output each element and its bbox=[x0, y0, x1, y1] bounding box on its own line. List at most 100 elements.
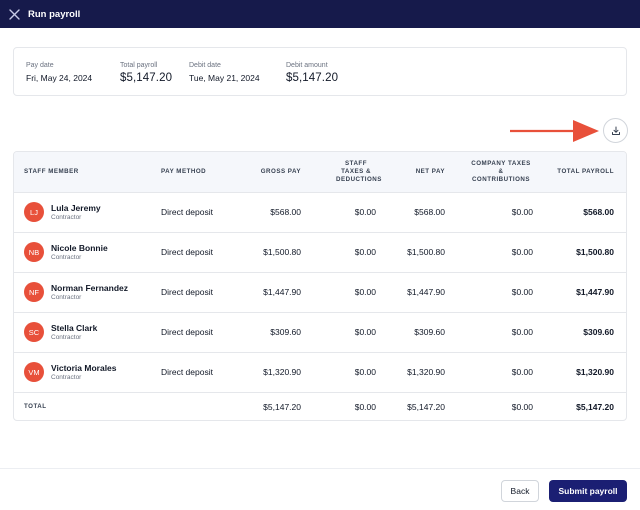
footer-bar: Back Submit payroll bbox=[0, 468, 640, 510]
staff-member: SC Stella Clark Contractor bbox=[24, 322, 141, 342]
table-row: NB Nicole Bonnie Contractor Direct deposit $… bbox=[14, 232, 626, 272]
pay-method-cell: Direct deposit bbox=[161, 327, 213, 337]
staff-taxes-cell: $0.00 bbox=[354, 287, 376, 297]
pay-method-cell: Direct deposit bbox=[161, 247, 213, 257]
staff-role: Contractor bbox=[51, 333, 82, 341]
summary-label: Debit amount bbox=[286, 62, 328, 69]
staff-name: Nicole Bonnie bbox=[51, 242, 108, 253]
totals-company-tax: $0.00 bbox=[511, 401, 533, 412]
staff-taxes-cell: $0.00 bbox=[354, 247, 376, 257]
net-pay-cell: $309.60 bbox=[414, 327, 445, 337]
staff-member: LJ Lula Jeremy Contractor bbox=[24, 202, 141, 222]
totals-row: TOTAL $5,147.20 $0.00 $5,147.20 $0.00 $5… bbox=[14, 392, 626, 420]
totals-pay-method bbox=[151, 392, 237, 420]
staff-member-info: Norman Fernandez Contractor bbox=[51, 283, 128, 302]
totals-staff-tax: $0.00 bbox=[354, 401, 376, 412]
col-gross-pay[interactable]: GROSS PAY bbox=[237, 152, 311, 193]
staff-member-info: Victoria Morales Contractor bbox=[51, 363, 117, 382]
total-payroll-cell: $1,500.80 bbox=[576, 247, 614, 257]
staff-member-cell[interactable]: SC Stella Clark Contractor bbox=[14, 312, 151, 352]
table-row: VM Victoria Morales Contractor Direct depos… bbox=[14, 352, 626, 392]
payroll-table: STAFF MEMBER PAY METHOD GROSS PAY STAFF … bbox=[13, 151, 627, 421]
summary-label: Debit date bbox=[189, 62, 221, 69]
staff-member-cell[interactable]: NB Nicole Bonnie Contractor bbox=[14, 232, 151, 272]
staff-member-cell[interactable]: LJ Lula Jeremy Contractor bbox=[14, 192, 151, 232]
col-staff-member[interactable]: STAFF MEMBER bbox=[14, 152, 151, 193]
pay-method-cell: Direct deposit bbox=[161, 207, 213, 217]
staff-member-cell[interactable]: VM Victoria Morales Contractor bbox=[14, 352, 151, 392]
col-pay-method[interactable]: PAY METHOD bbox=[151, 152, 237, 193]
company-taxes-cell: $0.00 bbox=[511, 247, 533, 257]
pay-method-cell: Direct deposit bbox=[161, 367, 213, 377]
staff-taxes-cell: $0.00 bbox=[354, 367, 376, 377]
company-taxes-cell: $0.00 bbox=[511, 367, 533, 377]
net-pay-cell: $1,320.90 bbox=[407, 367, 445, 377]
company-taxes-cell: $0.00 bbox=[511, 287, 533, 297]
summary-value: Tue, May 21, 2024 bbox=[189, 73, 260, 83]
staff-taxes-cell: $0.00 bbox=[354, 327, 376, 337]
staff-role: Contractor bbox=[51, 253, 82, 261]
arrow-right-icon bbox=[510, 120, 599, 142]
summary-label: Pay date bbox=[26, 62, 54, 69]
totals-label: TOTAL bbox=[24, 403, 47, 411]
table-row: LJ Lula Jeremy Contractor Direct deposit $56… bbox=[14, 192, 626, 232]
net-pay-cell: $568.00 bbox=[414, 207, 445, 217]
col-total-payroll[interactable]: TOTAL PAYROLL bbox=[543, 152, 626, 193]
staff-role: Contractor bbox=[51, 373, 82, 381]
summary-value: $5,147.20 bbox=[120, 72, 173, 84]
staff-taxes-cell: $0.00 bbox=[354, 207, 376, 217]
staff-name: Norman Fernandez bbox=[51, 282, 128, 293]
top-bar: Run payroll bbox=[0, 0, 640, 28]
staff-member: NF Norman Fernandez Contractor bbox=[24, 282, 141, 302]
staff-name: Stella Clark bbox=[51, 322, 98, 333]
summary-value: Fri, May 24, 2024 bbox=[26, 73, 93, 83]
pay-method-cell: Direct deposit bbox=[161, 287, 213, 297]
staff-role: Contractor bbox=[51, 293, 82, 301]
close-icon[interactable] bbox=[7, 7, 21, 21]
summary-pay-date: Pay date Fri, May 24, 2024 bbox=[26, 61, 92, 83]
gross-pay-cell: $1,320.90 bbox=[263, 367, 301, 377]
payroll-summary-card: Pay date Fri, May 24, 2024 Total payroll… bbox=[13, 47, 627, 96]
staff-role: Contractor bbox=[51, 213, 82, 221]
table-row: NF Norman Fernandez Contractor Direct depos… bbox=[14, 272, 626, 312]
staff-member: NB Nicole Bonnie Contractor bbox=[24, 242, 141, 262]
staff-member-info: Nicole Bonnie Contractor bbox=[51, 243, 108, 262]
staff-member-info: Lula Jeremy Contractor bbox=[51, 203, 101, 222]
gross-pay-cell: $1,447.90 bbox=[263, 287, 301, 297]
totals-net: $5,147.20 bbox=[407, 401, 445, 412]
avatar: VM bbox=[24, 362, 44, 382]
page-title: Run payroll bbox=[28, 8, 81, 20]
company-taxes-cell: $0.00 bbox=[511, 327, 533, 337]
col-company-taxes-label: COMPANY TAXES & CONTRIBUTIONS bbox=[471, 159, 531, 183]
back-button[interactable]: Back bbox=[501, 480, 539, 502]
net-pay-cell: $1,500.80 bbox=[407, 247, 445, 257]
download-button[interactable] bbox=[603, 118, 628, 143]
staff-name: Victoria Morales bbox=[51, 362, 117, 373]
col-net-pay[interactable]: NET PAY bbox=[386, 152, 455, 193]
total-payroll-cell: $1,320.90 bbox=[576, 367, 614, 377]
avatar: NF bbox=[24, 282, 44, 302]
avatar: LJ bbox=[24, 202, 44, 222]
net-pay-cell: $1,447.90 bbox=[407, 287, 445, 297]
company-taxes-cell: $0.00 bbox=[511, 207, 533, 217]
avatar: NB bbox=[24, 242, 44, 262]
total-payroll-cell: $568.00 bbox=[583, 207, 614, 217]
summary-value: $5,147.20 bbox=[286, 72, 339, 84]
col-staff-taxes-label: STAFF TAXES & DEDUCTIONS bbox=[336, 159, 382, 183]
submit-payroll-button[interactable]: Submit payroll bbox=[549, 480, 627, 502]
staff-name: Lula Jeremy bbox=[51, 202, 101, 213]
col-staff-taxes[interactable]: STAFF TAXES & DEDUCTIONS bbox=[311, 152, 386, 193]
gross-pay-cell: $568.00 bbox=[270, 207, 301, 217]
staff-member: VM Victoria Morales Contractor bbox=[24, 362, 141, 382]
avatar: SC bbox=[24, 322, 44, 342]
summary-debit-date: Debit date Tue, May 21, 2024 bbox=[189, 61, 260, 83]
col-company-taxes[interactable]: COMPANY TAXES & CONTRIBUTIONS bbox=[455, 152, 543, 193]
gross-pay-cell: $1,500.80 bbox=[263, 247, 301, 257]
totals-gross: $5,147.20 bbox=[263, 401, 301, 412]
totals-total: $5,147.20 bbox=[576, 401, 614, 412]
summary-label: Total payroll bbox=[120, 62, 158, 69]
table-header-row: STAFF MEMBER PAY METHOD GROSS PAY STAFF … bbox=[14, 152, 626, 193]
summary-debit-amount: Debit amount $5,147.20 bbox=[286, 61, 338, 84]
total-payroll-cell: $309.60 bbox=[583, 327, 614, 337]
staff-member-cell[interactable]: NF Norman Fernandez Contractor bbox=[14, 272, 151, 312]
